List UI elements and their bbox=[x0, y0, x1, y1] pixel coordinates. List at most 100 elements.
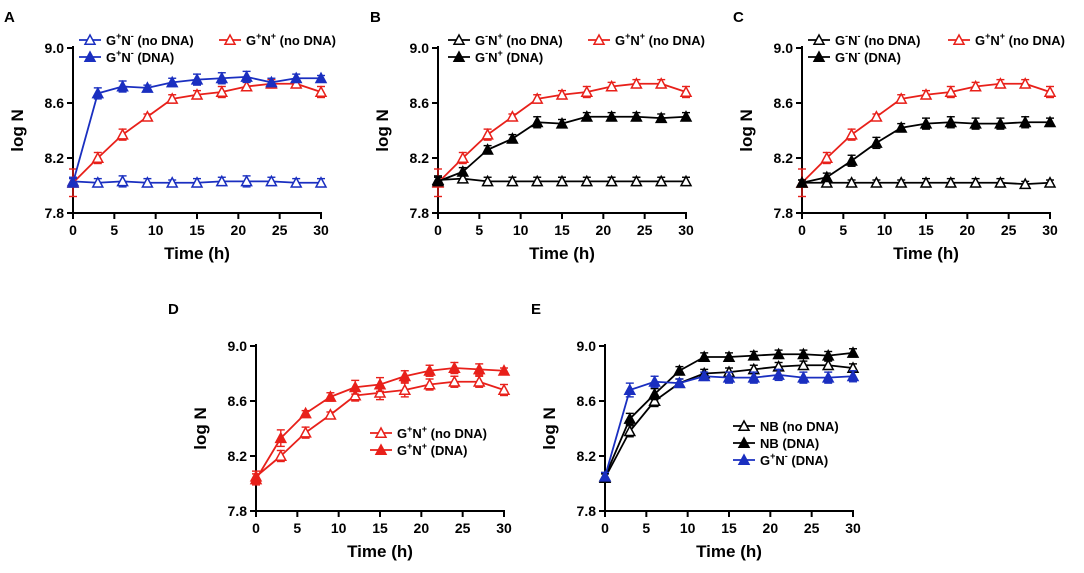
data-point bbox=[919, 176, 933, 188]
data-point bbox=[630, 110, 643, 122]
legend-label-superscript: + bbox=[422, 441, 427, 451]
data-point bbox=[919, 88, 933, 100]
data-point bbox=[697, 369, 711, 382]
legend-label-superscript: - bbox=[858, 48, 861, 58]
data-point bbox=[289, 176, 303, 188]
legend-label-0: G-N- (no DNA) bbox=[835, 31, 920, 48]
data-point bbox=[348, 388, 362, 401]
legend-entry-1: NB (DNA) bbox=[733, 436, 819, 451]
data-point bbox=[141, 176, 154, 188]
data-point bbox=[314, 71, 328, 84]
data-point bbox=[870, 110, 883, 122]
legend-marker bbox=[452, 50, 466, 62]
legend-label-2: G-N+ (DNA) bbox=[475, 48, 543, 65]
data-point bbox=[797, 347, 810, 360]
legend-label-part: NB bbox=[760, 436, 779, 451]
legend-entry-2: G+N- (DNA) bbox=[79, 48, 174, 65]
legend-label-1: G+N+ (no DNA) bbox=[615, 31, 705, 48]
legend-label-superscript: + bbox=[770, 451, 775, 461]
data-point bbox=[398, 369, 412, 382]
legend-marker bbox=[452, 33, 466, 45]
data-point bbox=[324, 390, 337, 402]
data-point bbox=[894, 121, 908, 133]
x-tick-label: 20 bbox=[960, 222, 976, 238]
legend-label-superscript: + bbox=[116, 48, 121, 58]
data-point bbox=[555, 88, 569, 100]
x-tick-label: 0 bbox=[434, 222, 442, 238]
data-point bbox=[289, 71, 303, 84]
x-axis-title: Time (h) bbox=[164, 244, 230, 263]
y-tick-label: 7.8 bbox=[45, 205, 65, 221]
legend-label-part: N bbox=[630, 33, 639, 48]
x-tick-label: 0 bbox=[601, 520, 609, 536]
legend-label-superscript: + bbox=[271, 31, 276, 41]
legend: G+N+ (no DNA)G+N+ (DNA) bbox=[370, 424, 487, 458]
data-point bbox=[846, 346, 860, 358]
data-point bbox=[654, 77, 668, 89]
legend-marker bbox=[952, 33, 966, 45]
y-tick-label: 7.8 bbox=[774, 205, 794, 221]
data-point bbox=[845, 128, 858, 140]
data-point bbox=[116, 79, 129, 92]
data-point bbox=[747, 371, 761, 383]
legend-label-part: N bbox=[488, 50, 497, 65]
panel-letter: E bbox=[531, 301, 541, 318]
data-point bbox=[820, 170, 834, 183]
x-tick-label: 15 bbox=[721, 520, 737, 536]
data-point bbox=[654, 111, 668, 124]
y-tick-label: 8.2 bbox=[577, 448, 597, 464]
x-tick-label: 5 bbox=[110, 222, 118, 238]
data-point bbox=[265, 174, 278, 187]
data-point bbox=[870, 136, 883, 148]
x-tick-label: 10 bbox=[331, 520, 347, 536]
legend-label-superscript: + bbox=[1000, 31, 1005, 41]
data-point bbox=[506, 132, 519, 144]
legend-entry-2: G-N+ (DNA) bbox=[448, 48, 543, 65]
data-point bbox=[994, 117, 1007, 129]
x-tick-label: 5 bbox=[293, 520, 301, 536]
data-point bbox=[299, 426, 312, 438]
legend-label-part: G bbox=[975, 33, 985, 48]
y-tick-label: 8.2 bbox=[410, 150, 430, 166]
legend-marker bbox=[223, 33, 237, 45]
legend-label-1: G+N+ (DNA) bbox=[397, 441, 467, 458]
data-point bbox=[919, 117, 933, 129]
legend-label-part: G bbox=[397, 443, 407, 458]
legend-label-part: N bbox=[412, 426, 421, 441]
legend-label-part: N bbox=[488, 33, 497, 48]
legend-entry-0: G+N+ (no DNA) bbox=[370, 424, 487, 441]
data-point bbox=[797, 371, 810, 383]
x-tick-label: 10 bbox=[680, 520, 696, 536]
y-tick-label: 8.6 bbox=[774, 95, 794, 111]
data-point bbox=[821, 371, 835, 383]
data-point bbox=[506, 174, 519, 187]
data-point bbox=[481, 174, 494, 187]
legend-entry-2: G-N- (DNA) bbox=[808, 48, 901, 65]
data-point bbox=[797, 358, 810, 371]
data-point bbox=[530, 92, 544, 104]
legend-label-superscript: + bbox=[256, 31, 261, 41]
y-tick-label: 7.8 bbox=[577, 503, 597, 519]
data-point bbox=[623, 424, 637, 437]
legend: G-N- (no DNA) G+N+ (no DNA)G-N- (DNA) bbox=[808, 31, 1065, 65]
legend-label-superscript: - bbox=[785, 451, 788, 461]
y-tick-label: 9.0 bbox=[45, 40, 65, 56]
legend-label-2: G+N- (DNA) bbox=[106, 48, 174, 65]
legend-label-part: G bbox=[106, 50, 116, 65]
data-point bbox=[456, 165, 470, 177]
data-point bbox=[697, 350, 711, 362]
legend-label-part: (DNA) bbox=[861, 50, 901, 65]
data-point bbox=[431, 174, 445, 187]
data-point bbox=[472, 362, 486, 375]
y-axis-title: log N bbox=[540, 407, 559, 450]
data-point bbox=[747, 349, 761, 361]
legend-label-0: G+N- (no DNA) bbox=[106, 31, 194, 48]
data-point bbox=[472, 375, 486, 387]
legend-label-part: G bbox=[397, 426, 407, 441]
y-tick-label: 9.0 bbox=[774, 40, 794, 56]
series-0 bbox=[66, 174, 328, 188]
legend-label-superscript: + bbox=[422, 424, 427, 434]
legend-label-part: (DNA) bbox=[788, 453, 828, 468]
